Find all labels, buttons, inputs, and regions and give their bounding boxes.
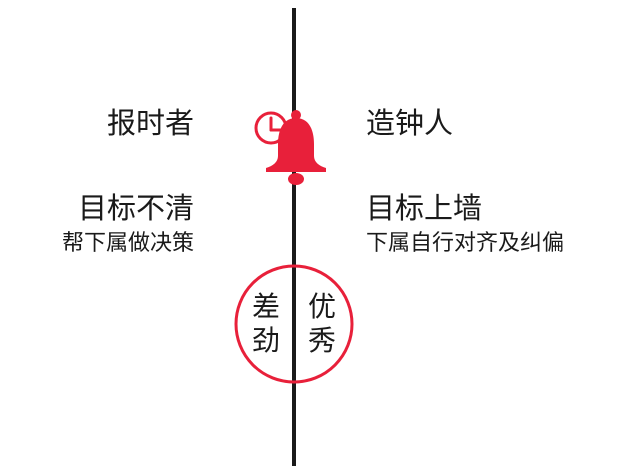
- left-rating: 差劲: [251, 290, 280, 357]
- left-heading: 目标不清: [77, 191, 194, 225]
- right-title: 造钟人: [366, 106, 454, 140]
- left-title: 报时者: [106, 106, 194, 140]
- left-subtext: 帮下属做决策: [61, 231, 194, 256]
- center-divider-line: [292, 8, 296, 466]
- right-rating: 优秀: [307, 290, 336, 357]
- right-heading: 目标上墙: [366, 191, 483, 225]
- alarm-bell-icon: [254, 110, 326, 185]
- right-subtext: 下属自行对齐及纠偏: [366, 231, 565, 256]
- rating-circle: [234, 264, 354, 384]
